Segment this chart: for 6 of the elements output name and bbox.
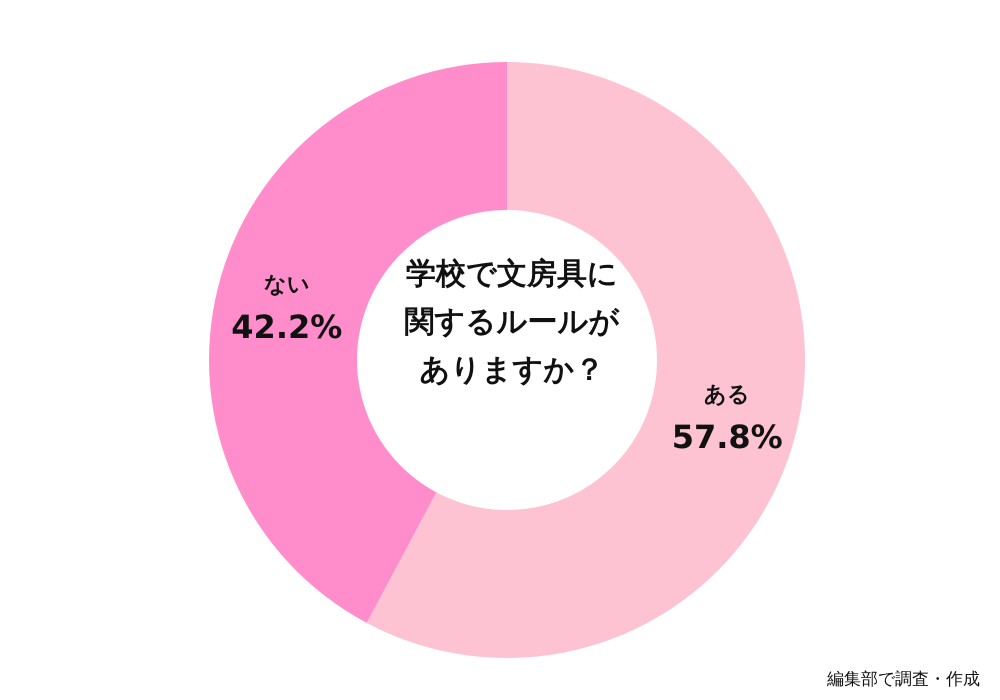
text: 学校で文房具に関するルールがありますか？	[404, 256, 620, 388]
data-label: 57.8%	[672, 418, 783, 456]
data-label: 42.2%	[231, 308, 342, 346]
slice-label: ある	[704, 382, 750, 408]
slice-label: ない	[264, 272, 310, 298]
text: 編集部で調査・作成	[826, 670, 980, 690]
